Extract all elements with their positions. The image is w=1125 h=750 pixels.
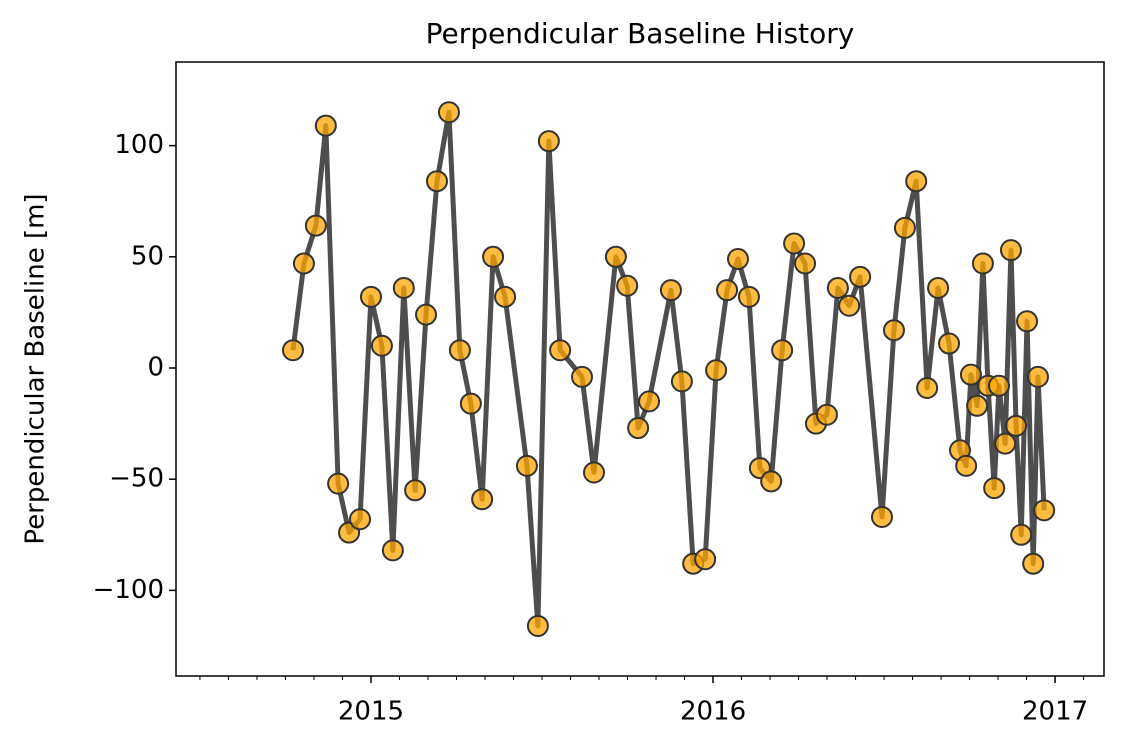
y-tick-label: −50 [109, 464, 164, 494]
point [471, 488, 494, 511]
point [1022, 552, 1045, 575]
point [494, 285, 517, 308]
point [987, 374, 1010, 397]
point [794, 252, 817, 275]
x-tick-label: 2017 [1022, 697, 1088, 727]
point [938, 332, 961, 355]
point [905, 170, 928, 193]
point [927, 276, 950, 299]
point [1016, 310, 1039, 333]
point [448, 339, 471, 362]
point [616, 274, 639, 297]
point [966, 394, 989, 417]
point [893, 216, 916, 239]
point [549, 339, 572, 362]
point [815, 403, 838, 426]
plot-frame [175, 61, 1105, 677]
point [359, 285, 382, 308]
point [526, 614, 549, 637]
point [459, 392, 482, 415]
point [638, 390, 661, 413]
point [404, 479, 427, 502]
point [292, 252, 315, 275]
chart-title: Perpendicular Baseline History [426, 17, 855, 50]
y-tick-label: 0 [147, 352, 164, 382]
x-tick-label: 2016 [680, 697, 746, 727]
point [983, 477, 1006, 500]
point [415, 303, 438, 326]
point [314, 114, 337, 137]
point [726, 248, 749, 271]
point [1010, 523, 1033, 546]
point [783, 232, 806, 255]
point [627, 417, 650, 440]
point [694, 548, 717, 571]
point [327, 472, 350, 495]
y-tick-label: −100 [93, 575, 164, 605]
point [381, 539, 404, 562]
point [737, 285, 760, 308]
point [760, 470, 783, 493]
point [425, 170, 448, 193]
point [392, 276, 415, 299]
point [349, 508, 372, 531]
y-axis-label: Perpendicular Baseline [m] [21, 193, 51, 544]
point [971, 252, 994, 275]
x-tick-label: 2015 [338, 697, 404, 727]
point [571, 365, 594, 388]
point [281, 339, 304, 362]
point [1026, 365, 1049, 388]
point [659, 279, 682, 302]
point [537, 130, 560, 153]
point [304, 214, 327, 237]
series-line [290, 109, 1047, 629]
point [838, 294, 861, 317]
point [1005, 414, 1028, 437]
point [771, 339, 794, 362]
point [955, 454, 978, 477]
point [916, 377, 939, 400]
point [582, 461, 605, 484]
point [437, 101, 460, 124]
point [882, 319, 905, 342]
point [705, 359, 728, 382]
point [482, 245, 505, 268]
point [670, 370, 693, 393]
point [994, 432, 1017, 455]
point [370, 334, 393, 357]
point [1033, 499, 1056, 522]
point [826, 276, 849, 299]
point [999, 239, 1022, 262]
point [716, 279, 739, 302]
point [604, 245, 627, 268]
point [959, 363, 982, 386]
y-tick-label: 50 [131, 241, 164, 271]
y-tick-label: 100 [114, 130, 164, 160]
point [871, 505, 894, 528]
point [515, 454, 538, 477]
point [849, 265, 872, 288]
